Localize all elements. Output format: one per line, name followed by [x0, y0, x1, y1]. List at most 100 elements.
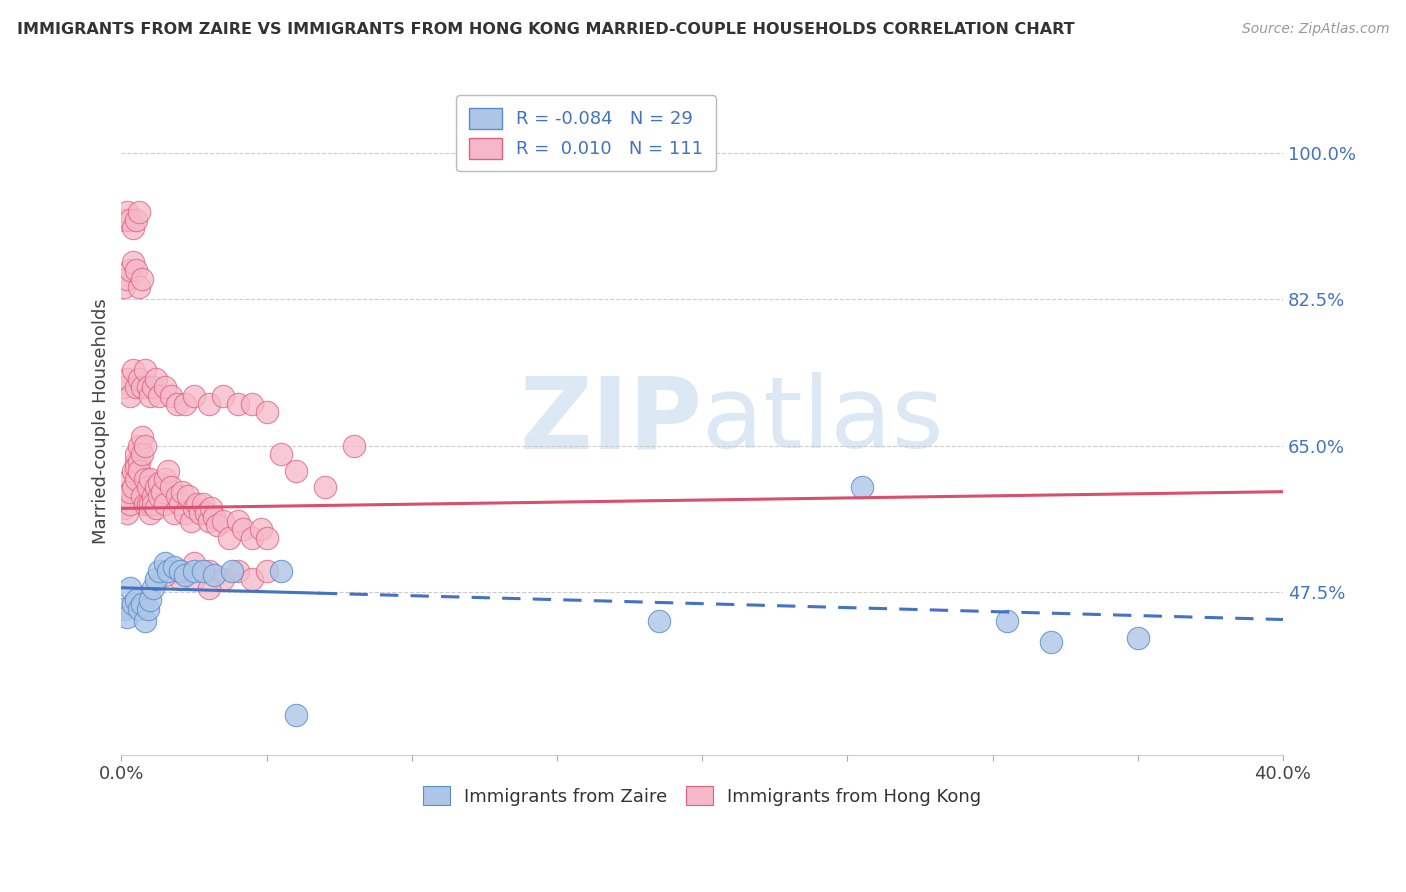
Point: [120, 484, 142, 499]
Point: [112, 380, 135, 394]
Point: [995, 614, 1018, 628]
Point: [125, 472, 148, 486]
Point: [120, 213, 142, 227]
Point: [194, 506, 217, 520]
Point: [148, 388, 170, 402]
Point: [1126, 631, 1149, 645]
Point: [112, 280, 135, 294]
Point: [343, 439, 366, 453]
Point: [153, 568, 176, 582]
Point: [197, 564, 219, 578]
Point: [120, 388, 142, 402]
Point: [256, 531, 278, 545]
Point: [120, 263, 142, 277]
Point: [169, 564, 191, 578]
Point: [186, 497, 208, 511]
Point: [128, 372, 150, 386]
Point: [142, 489, 165, 503]
Point: [128, 455, 150, 469]
Point: [200, 501, 222, 516]
Text: IMMIGRANTS FROM ZAIRE VS IMMIGRANTS FROM HONG KONG MARRIED-COUPLE HOUSEHOLDS COR: IMMIGRANTS FROM ZAIRE VS IMMIGRANTS FROM…: [17, 22, 1074, 37]
Point: [221, 564, 243, 578]
Point: [218, 531, 240, 545]
Point: [122, 363, 145, 377]
Point: [112, 601, 135, 615]
Point: [145, 573, 167, 587]
Point: [148, 564, 170, 578]
Point: [202, 509, 225, 524]
Point: [122, 255, 145, 269]
Point: [131, 447, 153, 461]
Point: [131, 380, 153, 394]
Point: [128, 280, 150, 294]
Point: [166, 489, 188, 503]
Point: [150, 484, 173, 499]
Point: [153, 556, 176, 570]
Point: [139, 497, 162, 511]
Point: [139, 593, 162, 607]
Point: [125, 213, 148, 227]
Point: [156, 464, 179, 478]
Point: [125, 447, 148, 461]
Point: [851, 481, 873, 495]
Point: [250, 522, 273, 536]
Point: [212, 388, 235, 402]
Point: [232, 522, 254, 536]
Point: [134, 472, 156, 486]
Legend: Immigrants from Zaire, Immigrants from Hong Kong: Immigrants from Zaire, Immigrants from H…: [416, 779, 988, 813]
Point: [169, 573, 191, 587]
Point: [128, 601, 150, 615]
Point: [207, 518, 229, 533]
Point: [117, 610, 139, 624]
Point: [256, 405, 278, 419]
Point: [240, 397, 263, 411]
Point: [139, 472, 162, 486]
Point: [240, 531, 263, 545]
Point: [174, 506, 197, 520]
Point: [145, 372, 167, 386]
Point: [191, 564, 214, 578]
Point: [174, 397, 197, 411]
Point: [153, 472, 176, 486]
Point: [134, 363, 156, 377]
Point: [180, 514, 202, 528]
Point: [172, 484, 194, 499]
Point: [191, 497, 214, 511]
Point: [125, 593, 148, 607]
Point: [125, 459, 148, 474]
Point: [202, 568, 225, 582]
Point: [284, 464, 307, 478]
Point: [120, 497, 142, 511]
Point: [188, 506, 211, 520]
Point: [122, 464, 145, 478]
Point: [183, 573, 205, 587]
Point: [120, 581, 142, 595]
Point: [212, 573, 235, 587]
Text: ZIP: ZIP: [519, 372, 702, 469]
Point: [166, 397, 188, 411]
Point: [131, 430, 153, 444]
Point: [183, 501, 205, 516]
Point: [240, 573, 263, 587]
Point: [148, 476, 170, 491]
Point: [270, 564, 292, 578]
Point: [112, 213, 135, 227]
Point: [153, 380, 176, 394]
Point: [131, 598, 153, 612]
Point: [128, 439, 150, 453]
Point: [131, 271, 153, 285]
Point: [145, 501, 167, 516]
Point: [139, 506, 162, 520]
Point: [226, 514, 249, 528]
Point: [183, 388, 205, 402]
Point: [183, 556, 205, 570]
Point: [197, 514, 219, 528]
Point: [122, 221, 145, 235]
Point: [163, 560, 186, 574]
Point: [284, 707, 307, 722]
Point: [142, 581, 165, 595]
Point: [120, 472, 142, 486]
Point: [183, 564, 205, 578]
Point: [117, 372, 139, 386]
Point: [125, 263, 148, 277]
